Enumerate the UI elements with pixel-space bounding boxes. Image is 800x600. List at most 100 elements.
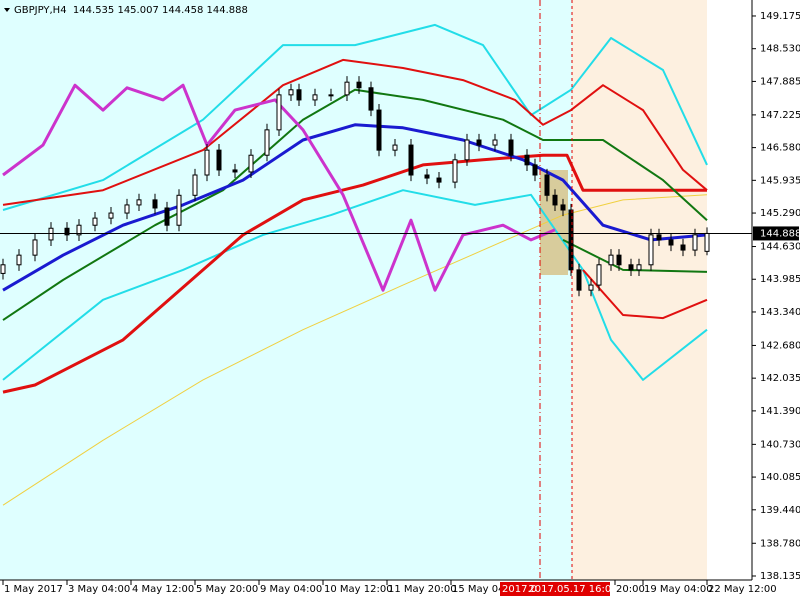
- price-label: 144.888: [760, 228, 800, 239]
- candle-body: [344, 81, 350, 96]
- candle-body: [408, 144, 414, 176]
- indicator-line: [582, 269, 708, 320]
- candle-body: [636, 264, 642, 271]
- candle-body: [232, 169, 238, 173]
- candle-body: [576, 269, 582, 291]
- x-tick-label: 9 May 04:00: [260, 584, 322, 595]
- candle-body: [368, 87, 374, 111]
- indicator-line: [2, 194, 708, 506]
- candle-body: [544, 174, 550, 196]
- x-tick-label: 10 May 12:00: [324, 584, 393, 595]
- candle-body: [276, 94, 282, 131]
- candle-body: [248, 154, 254, 173]
- candle-body: [628, 264, 634, 271]
- y-tick-label: 147.225: [760, 110, 800, 121]
- chart-title: GBPJPY,H4 144.535 145.007 144.458 144.88…: [14, 5, 248, 16]
- candle-body: [436, 177, 442, 183]
- forecast-zone: [572, 0, 707, 580]
- candle-body: [616, 254, 622, 266]
- y-tick-label: 141.390: [760, 406, 800, 417]
- candle-body: [552, 194, 558, 206]
- candle-body: [92, 217, 98, 226]
- candle-body: [108, 212, 114, 219]
- x-tick-label: 3 May 04:00: [68, 584, 130, 595]
- y-tick-label: 145.290: [760, 208, 800, 219]
- x-tick-label: 20:00: [616, 584, 645, 595]
- x-tick-label: 11 May 20:00: [388, 584, 457, 595]
- candle-body: [176, 194, 182, 226]
- candle-body: [16, 254, 22, 266]
- candle-body: [64, 227, 70, 236]
- candle-body: [192, 174, 198, 196]
- marker-label: 2017.05.17 16:00: [528, 584, 617, 595]
- candle-body: [524, 154, 530, 166]
- candle-body: [568, 209, 574, 271]
- indicator-line: [2, 189, 708, 381]
- y-tick-label: 138.135: [760, 571, 800, 582]
- x-tick-label: 5 May 20:00: [196, 584, 258, 595]
- x-tick-label: 1 May 2017: [4, 584, 63, 595]
- y-tick-label: 148.530: [760, 44, 800, 55]
- candle-body: [648, 234, 654, 266]
- candle-body: [204, 149, 210, 176]
- candle-body: [392, 144, 398, 151]
- candle-body: [216, 149, 222, 171]
- y-tick-label: 147.885: [760, 76, 800, 87]
- menu-arrow: [4, 8, 10, 12]
- indicator-line: [2, 23, 708, 211]
- candle-body: [424, 174, 430, 179]
- marker-label-box: [500, 582, 540, 596]
- candle-body: [376, 109, 382, 151]
- candle-body: [608, 254, 614, 266]
- indicator-line: [2, 58, 708, 206]
- y-tick-label: 144.630: [760, 242, 800, 253]
- candle-body: [492, 139, 498, 146]
- candle-body: [136, 199, 142, 206]
- y-tick-label: 138.780: [760, 538, 800, 549]
- candle-body: [164, 207, 170, 226]
- candle-body: [508, 139, 514, 156]
- candle-body: [264, 129, 270, 156]
- y-tick-label: 140.730: [760, 439, 800, 450]
- y-tick-label: 140.085: [760, 472, 800, 483]
- marker-label-box: [536, 582, 610, 596]
- candle-body: [76, 224, 82, 236]
- candle-body: [452, 159, 458, 183]
- y-tick-label: 149.175: [760, 11, 800, 22]
- candle-body: [476, 139, 482, 146]
- x-tick-label: 22 May 12:00: [708, 584, 777, 595]
- candle-body: [668, 239, 674, 246]
- candle-body: [532, 164, 538, 176]
- x-tick-label: 19 May 04:00: [644, 584, 713, 595]
- y-tick-label: 143.340: [760, 307, 800, 318]
- y-tick-label: 143.985: [760, 274, 800, 285]
- candle-body: [560, 204, 566, 211]
- price-label-box: [753, 226, 799, 241]
- indicator-line: [2, 83, 556, 292]
- y-tick-label: 142.035: [760, 373, 800, 384]
- candle-body: [124, 204, 130, 214]
- indicator-line: [2, 88, 708, 321]
- candle-body: [680, 244, 686, 251]
- highlight-box: [540, 170, 568, 275]
- history-zone: [0, 0, 572, 580]
- candle-body: [288, 89, 294, 96]
- y-tick-label: 145.935: [760, 175, 800, 186]
- y-tick-label: 142.680: [760, 340, 800, 351]
- candle-body: [152, 199, 158, 209]
- x-tick-label: 15 May 04:00: [452, 584, 521, 595]
- candle-body: [32, 239, 38, 256]
- candle-body: [596, 264, 602, 286]
- y-tick-label: 146.580: [760, 143, 800, 154]
- candle-body: [692, 234, 698, 251]
- y-tick-label: 139.440: [760, 505, 800, 516]
- x-tick-label: 4 May 12:00: [132, 584, 194, 595]
- candle-body: [48, 227, 54, 241]
- marker-label: 2017.0: [502, 584, 537, 595]
- candle-body: [588, 284, 594, 291]
- candle-body: [656, 234, 662, 241]
- plot: [0, 23, 752, 506]
- candle-body: [356, 81, 362, 89]
